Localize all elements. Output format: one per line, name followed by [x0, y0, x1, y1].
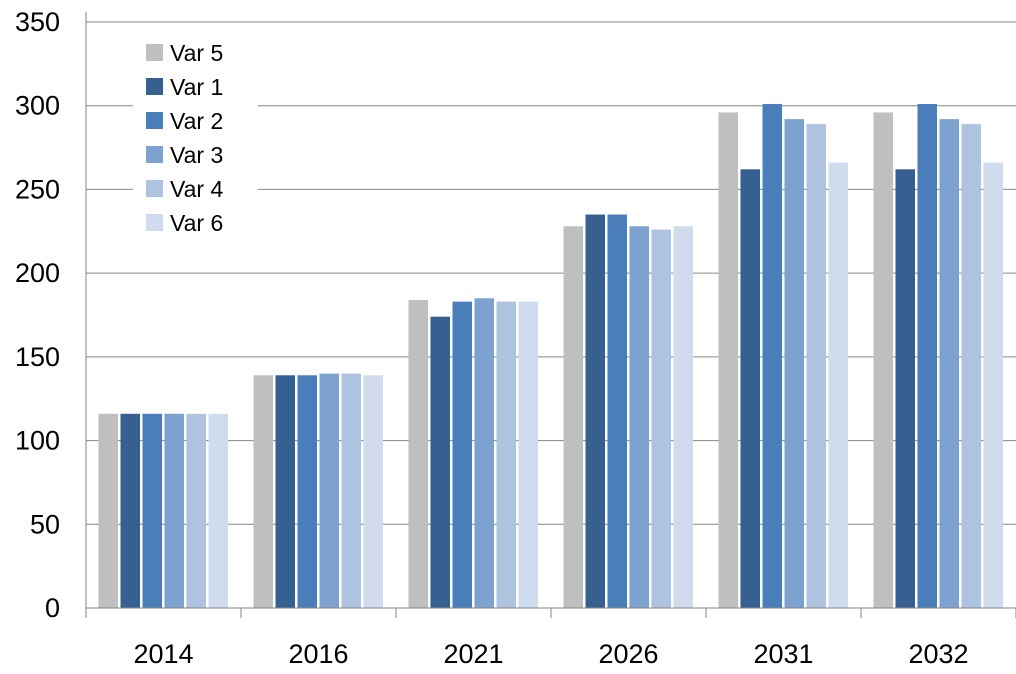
bar-var-3-2021	[474, 298, 494, 608]
bar-var-2-2026	[607, 214, 627, 609]
legend-item: Var 2	[146, 108, 223, 134]
bar-var-4-2014	[186, 413, 206, 608]
bar-var-2-2031	[762, 104, 782, 608]
bar-var-4-2032	[961, 124, 981, 608]
x-axis-tick-labels: 2014 2016 2021 2026 2031 2032	[133, 639, 968, 669]
legend-label: Var 6	[170, 210, 223, 236]
bar-var-3-2026	[629, 226, 649, 608]
x-tick-label: 2032	[908, 639, 968, 669]
bar-var-4-2021	[496, 301, 516, 608]
legend-swatch	[146, 78, 163, 95]
legend-label: Var 2	[170, 108, 223, 134]
bar-var-6-2026	[673, 226, 693, 608]
legend-item: Var 4	[146, 176, 223, 202]
bar-var-2-2032	[917, 104, 937, 608]
bar-var-6-2032	[983, 162, 1003, 608]
legend-item: Var 3	[146, 142, 223, 168]
bar-var-3-2016	[319, 373, 339, 608]
legend-swatch	[146, 44, 163, 61]
bars	[98, 104, 1003, 609]
bar-var-3-2031	[784, 119, 804, 608]
legend: Var 5 Var 1 Var 2 Var 3 Var 4 Var 6	[133, 31, 258, 243]
bar-var-6-2016	[363, 375, 383, 608]
legend-item: Var 6	[146, 210, 223, 236]
bar-var-5-2016	[253, 375, 273, 608]
bar-var-1-2021	[430, 316, 450, 608]
legend-swatch	[146, 146, 163, 163]
bar-var-5-2014	[98, 413, 118, 608]
bar-var-1-2014	[120, 413, 140, 608]
bar-var-1-2016	[275, 375, 295, 608]
y-tick-label: 350	[15, 7, 60, 37]
x-tick-label: 2026	[598, 639, 658, 669]
bar-var-6-2021	[518, 301, 538, 608]
x-tick-label: 2021	[443, 639, 503, 669]
bar-var-4-2026	[651, 229, 671, 608]
legend-swatch	[146, 214, 163, 231]
bar-var-6-2031	[828, 162, 848, 608]
y-tick-label: 200	[15, 258, 60, 288]
y-tick-label: 50	[30, 509, 60, 539]
legend-label: Var 4	[170, 176, 223, 202]
axes	[85, 12, 1016, 618]
y-tick-label: 250	[15, 174, 60, 204]
legend-swatch	[146, 180, 163, 197]
y-axis-tick-labels: 0 50 100 150 200 250 300 350	[15, 7, 60, 623]
legend-background	[133, 31, 258, 243]
bar-var-1-2032	[895, 169, 915, 608]
bar-var-3-2014	[164, 413, 184, 608]
bar-var-3-2032	[939, 119, 959, 608]
bar-var-5-2032	[873, 112, 893, 608]
bar-var-4-2031	[806, 124, 826, 608]
bar-var-6-2014	[208, 413, 228, 608]
x-tick-label: 2016	[288, 639, 348, 669]
y-tick-label: 300	[15, 91, 60, 121]
bar-var-5-2026	[563, 226, 583, 608]
y-tick-label: 100	[15, 426, 60, 456]
x-tick-label: 2014	[133, 639, 193, 669]
legend-item: Var 1	[146, 74, 223, 100]
legend-item: Var 5	[146, 40, 223, 66]
x-tick-label: 2031	[753, 639, 813, 669]
bar-var-5-2021	[408, 299, 428, 608]
bar-var-1-2026	[585, 214, 605, 609]
bar-var-2-2016	[297, 375, 317, 608]
y-tick-label: 0	[45, 593, 60, 623]
bar-var-5-2031	[718, 112, 738, 608]
bar-var-1-2031	[740, 169, 760, 608]
legend-label: Var 3	[170, 142, 223, 168]
bar-var-2-2014	[142, 413, 162, 608]
y-tick-label: 150	[15, 342, 60, 372]
bar-var-4-2016	[341, 373, 361, 608]
bar-var-2-2021	[452, 301, 472, 608]
legend-label: Var 1	[170, 74, 223, 100]
legend-swatch	[146, 112, 163, 129]
legend-label: Var 5	[170, 40, 223, 66]
